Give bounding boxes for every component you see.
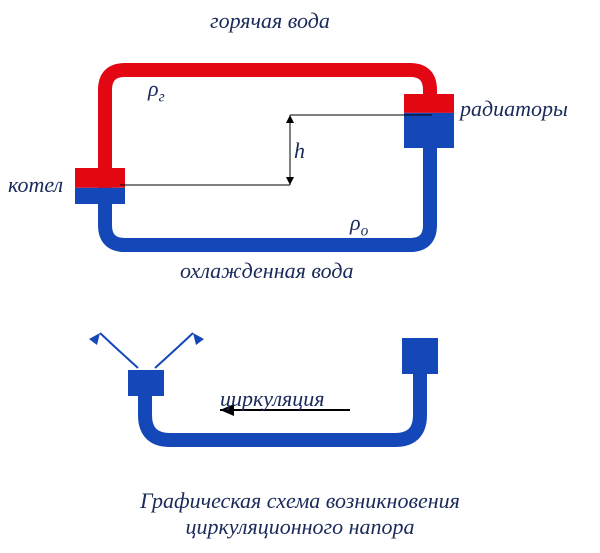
rho-hot-label: ρг bbox=[148, 76, 165, 106]
circulation-label: циркуляция bbox=[220, 386, 325, 412]
h-label: h bbox=[294, 138, 305, 164]
lower-left-box bbox=[128, 370, 164, 396]
caption-line1: Графическая схема возникновения bbox=[0, 488, 600, 514]
upper-cold-pipe bbox=[105, 145, 430, 245]
hot-water-label: горячая вода bbox=[210, 8, 330, 34]
blue-arrows bbox=[89, 333, 204, 368]
lower-right-box bbox=[402, 338, 438, 374]
boiler-box bbox=[75, 168, 125, 204]
radiators-label: радиаторы bbox=[460, 96, 568, 122]
boiler-label: котел bbox=[8, 172, 63, 198]
cooled-water-label: охлажденная вода bbox=[180, 258, 353, 284]
caption-line2: циркуляционного напора bbox=[0, 514, 600, 540]
radiator-box bbox=[404, 94, 454, 148]
h-dimension bbox=[120, 115, 432, 185]
rho-cold-label: ρo bbox=[350, 210, 368, 240]
